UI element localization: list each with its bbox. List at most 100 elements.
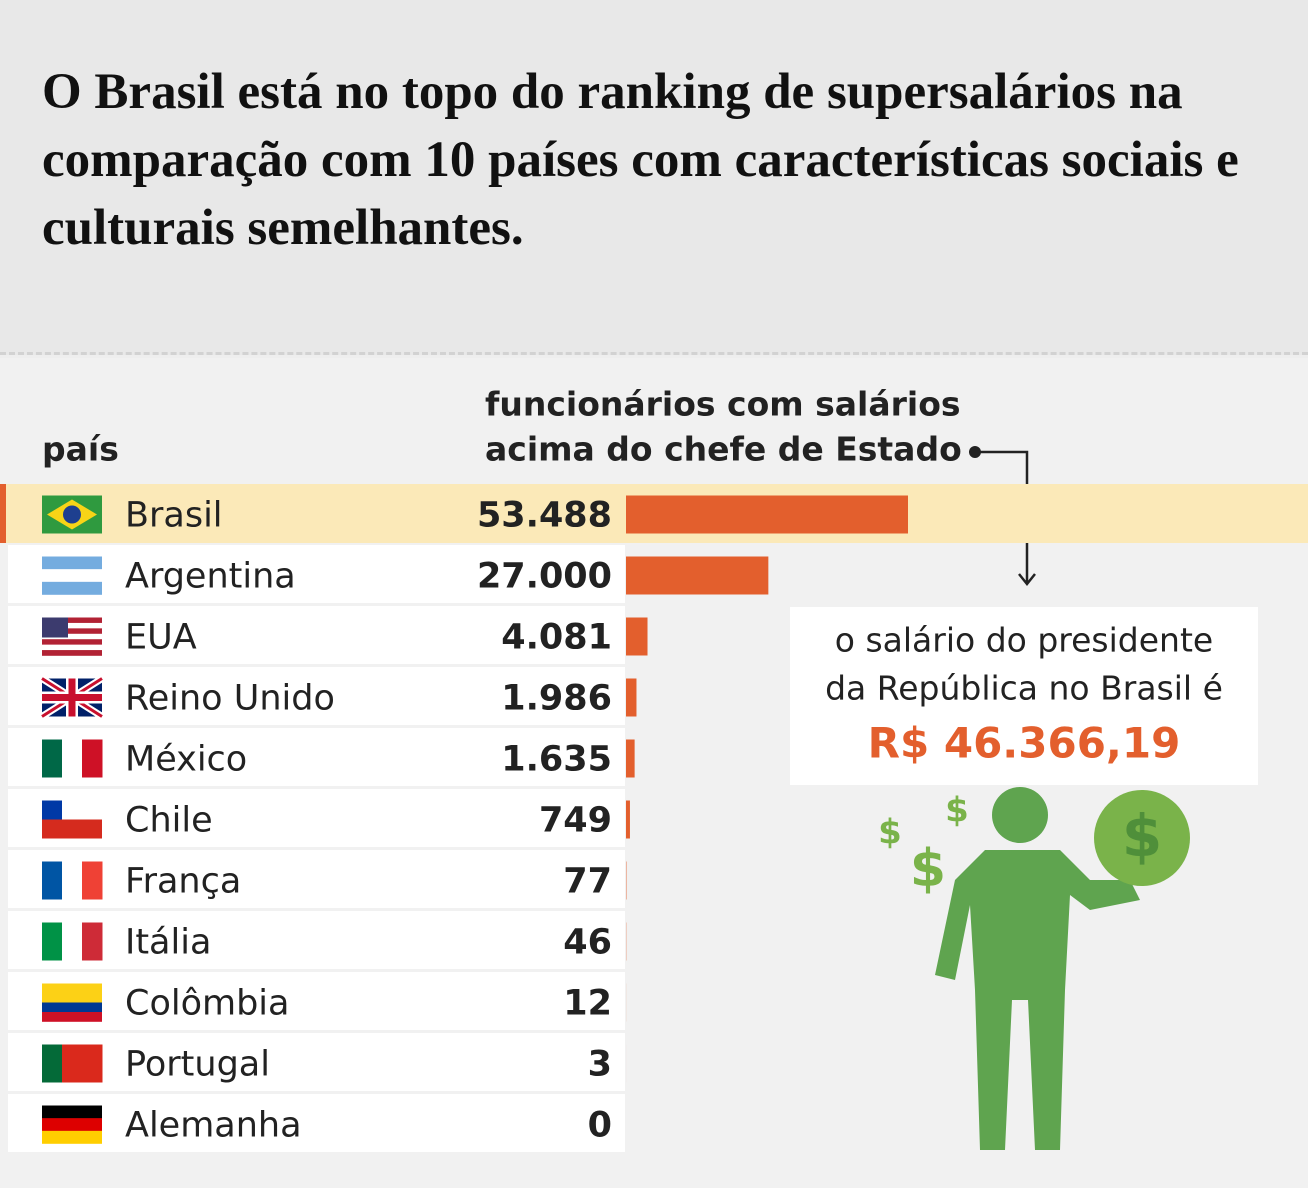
- flag-part: [42, 617, 102, 624]
- flag: [42, 495, 102, 534]
- person-icon: $ $ $ $: [878, 787, 1190, 1150]
- bar: [626, 556, 769, 595]
- flag-part: [42, 983, 102, 994]
- flag-part: [42, 1002, 102, 1013]
- flag: [42, 617, 102, 656]
- category-label: Colômbia: [125, 984, 289, 1024]
- category-label: Itália: [125, 923, 211, 963]
- row: [8, 1094, 625, 1152]
- value-label: 77: [563, 862, 612, 902]
- value-label: 12: [563, 984, 612, 1024]
- header: O Brasil está no topo do ranking de supe…: [0, 0, 1308, 355]
- row: [8, 667, 625, 725]
- flag-part: [42, 1044, 63, 1083]
- category-label: Alemanha: [125, 1106, 302, 1146]
- flag: [42, 983, 102, 1022]
- flag-part: [42, 922, 63, 961]
- value-label: 53.488: [477, 496, 612, 536]
- flag-part: [62, 1044, 83, 1083]
- flag: [40, 675, 104, 720]
- bar: [626, 495, 908, 534]
- row: [8, 606, 625, 664]
- flag-part: [82, 739, 103, 778]
- flag-part: [63, 505, 81, 524]
- svg-text:$: $: [945, 791, 969, 831]
- value-header: funcionários com salários: [485, 385, 961, 424]
- row: [8, 972, 625, 1030]
- flag: [42, 800, 102, 839]
- value-label: 749: [539, 801, 612, 841]
- flag-part: [42, 1105, 102, 1119]
- category-header: país: [42, 430, 119, 469]
- flag-part: [42, 1012, 102, 1022]
- flag-part: [42, 694, 102, 701]
- value-label: 4.081: [501, 618, 612, 658]
- flag-part: [42, 861, 63, 900]
- callout-text: da República no Brasil é: [825, 669, 1223, 708]
- category-label: México: [125, 740, 247, 780]
- callout-text: o salário do presidente: [835, 621, 1213, 660]
- flag-part: [82, 1044, 103, 1083]
- flag-part: [42, 617, 68, 638]
- flag-part: [62, 739, 83, 778]
- row-marker: [0, 484, 6, 543]
- category-label: Argentina: [125, 557, 296, 597]
- category-label: Brasil: [125, 496, 223, 536]
- flag-part: [42, 556, 102, 570]
- flag: [42, 1044, 103, 1083]
- flag-part: [42, 628, 102, 635]
- category-label: França: [125, 862, 241, 902]
- flag: [42, 556, 102, 595]
- flag-part: [42, 622, 102, 629]
- svg-text:$: $: [1122, 802, 1162, 870]
- row: [8, 545, 625, 603]
- row: [8, 850, 625, 908]
- category-label: Chile: [125, 801, 213, 841]
- bar: [626, 678, 637, 717]
- flag-part: [42, 581, 102, 595]
- row: [8, 911, 625, 969]
- flag: [42, 922, 103, 961]
- bar: [626, 739, 635, 778]
- flag-part: [42, 819, 102, 839]
- flag-part: [42, 800, 62, 820]
- svg-text:$: $: [910, 839, 946, 899]
- flag-part: [42, 639, 102, 645]
- value-header: acima do chefe de Estado: [485, 430, 962, 469]
- value-label: 3: [588, 1045, 612, 1085]
- flag-part: [82, 922, 103, 961]
- flag-part: [42, 1118, 102, 1132]
- row: [8, 1033, 625, 1091]
- flag-part: [42, 1130, 102, 1144]
- flag-part: [42, 644, 102, 651]
- flag: [42, 861, 103, 900]
- chart-title: O Brasil está no topo do ranking de supe…: [42, 64, 1239, 256]
- flag-part: [42, 993, 102, 1003]
- bar: [626, 800, 630, 839]
- value-label: 1.635: [501, 740, 612, 780]
- flag-part: [82, 861, 103, 900]
- value-label: 1.986: [501, 679, 612, 719]
- flag-part: [42, 633, 102, 640]
- flag-part: [42, 650, 102, 656]
- category-label: EUA: [125, 618, 197, 658]
- value-label: 46: [563, 923, 612, 963]
- flag: [42, 739, 103, 778]
- value-label: 27.000: [477, 557, 612, 597]
- value-label: 0: [588, 1106, 612, 1146]
- bar: [626, 617, 648, 656]
- callout-amount: R$ 46.366,19: [868, 719, 1181, 768]
- flag-part: [42, 739, 63, 778]
- flag-part: [42, 569, 102, 583]
- row: [8, 789, 625, 847]
- svg-text:$: $: [878, 813, 902, 853]
- category-label: Reino Unido: [125, 679, 335, 719]
- row: [8, 728, 625, 786]
- flag-part: [62, 861, 83, 900]
- category-label: Portugal: [125, 1045, 270, 1085]
- flag-part: [62, 922, 83, 961]
- callout-box: [790, 607, 1258, 785]
- flag: [42, 1105, 102, 1144]
